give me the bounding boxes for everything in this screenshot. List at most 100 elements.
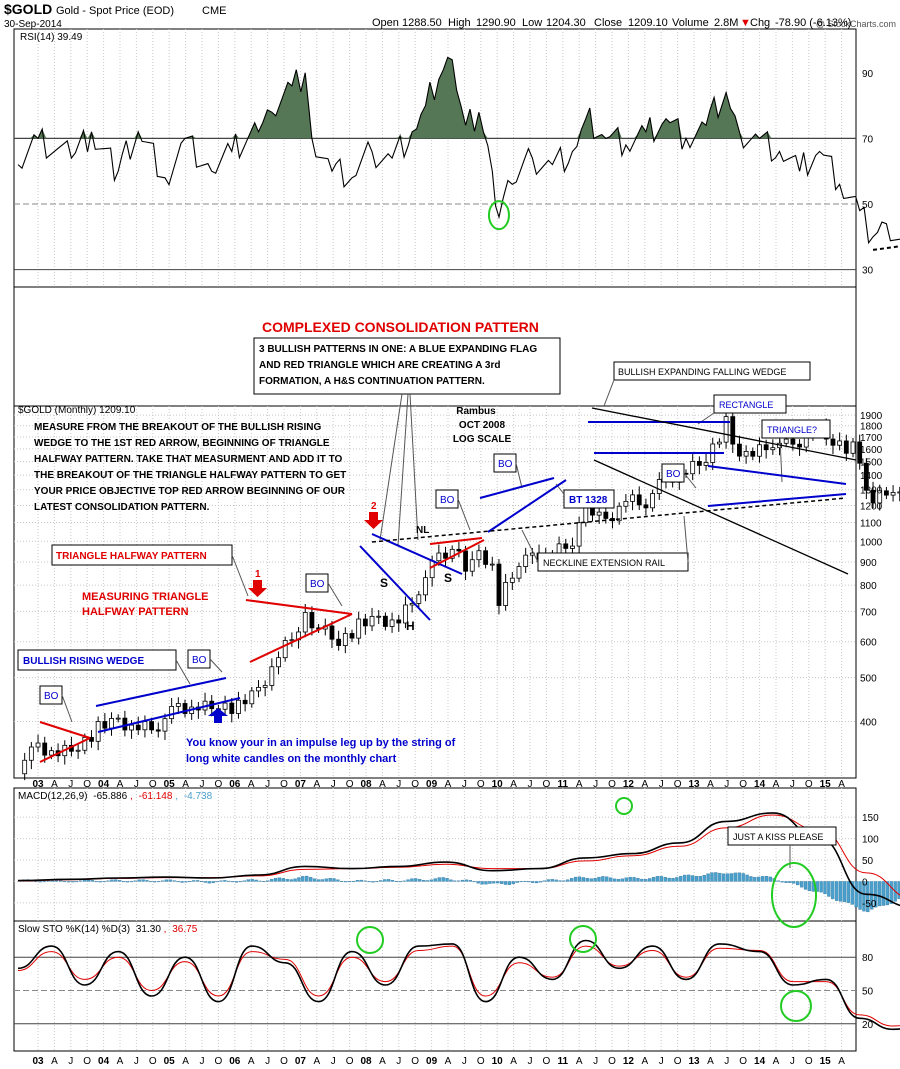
candle-body	[837, 440, 843, 446]
rsi-tick-label: 30	[862, 266, 874, 277]
macd-legend-signal: -61.148	[139, 791, 173, 802]
candle-body	[790, 438, 796, 445]
macd-hist-bar	[390, 879, 395, 882]
candle-body	[349, 633, 355, 639]
macd-hist-bar	[612, 878, 617, 882]
time-tick-label-bottom: 11	[558, 1056, 569, 1067]
macd-legend-hist: -4.738	[184, 791, 213, 802]
macd-hist-bar	[184, 881, 188, 883]
time-tick-label-bottom: A	[641, 1056, 648, 1067]
candle-body	[162, 718, 168, 732]
macd-hist-bar	[745, 874, 749, 882]
box-kiss	[727, 826, 837, 846]
macd-hist-bar	[153, 881, 157, 883]
label-triangle-q: TRIANGLE?	[767, 425, 817, 435]
price-tick-label: 1600	[860, 445, 883, 456]
macd-hist-bar	[402, 880, 406, 882]
macd-hist-bar	[199, 881, 204, 882]
bo-label-2: BO	[192, 655, 207, 666]
rsi-tick-label: 50	[862, 200, 874, 211]
macd-hist-bar	[129, 881, 134, 883]
macd-hist-bar	[359, 879, 363, 882]
time-tick-label: A	[707, 779, 714, 790]
macd-hist-bar	[784, 881, 788, 883]
candle-body	[449, 548, 455, 559]
macd-hist-bar	[780, 881, 784, 883]
macd-hist-bar	[460, 879, 465, 882]
candle-body	[603, 511, 609, 519]
green-circle-sto-3	[780, 990, 812, 1022]
time-tick-label-bottom: A	[838, 1056, 845, 1067]
pointer-neckline-b	[683, 515, 689, 563]
macd-hist-bar	[503, 881, 508, 885]
macd-hist-bar	[133, 880, 137, 882]
macd-hist-bar	[386, 879, 391, 882]
time-tick-label: J	[134, 779, 139, 790]
macd-hist-bar	[406, 879, 410, 882]
macd-hist-bar	[468, 880, 473, 882]
time-tick-label: O	[543, 779, 551, 790]
candle-body	[236, 699, 241, 714]
candle-body	[109, 718, 114, 729]
macd-hist-bar	[160, 880, 165, 882]
macd-hist-bar	[722, 873, 726, 882]
axis-layer: 0303AAJJOO0404AAJJOO0505AAJJOO0606AAJJOO…	[32, 69, 882, 1067]
macd-hist-bar	[157, 881, 161, 883]
macd-hist-bar	[308, 877, 313, 882]
macd-hist-bar	[546, 879, 550, 882]
candle-body	[503, 581, 509, 606]
macd-hist-bar	[523, 881, 527, 882]
macd-hist-bar	[207, 881, 211, 884]
macd-line	[17, 812, 900, 907]
measure-line-3: HALFWAY PATTERN. TAKE THAT MEASURMENT AN…	[34, 454, 343, 465]
pointer-1	[379, 393, 403, 541]
time-tick-label-bottom: J	[68, 1056, 73, 1067]
price-tick-label: 900	[860, 558, 877, 569]
macd-hist-bar	[172, 880, 176, 882]
macd-hist-bar	[305, 875, 309, 882]
candle-body	[423, 577, 428, 596]
measure-line-6: LATEST CONSOLIDATION PATTERN.	[34, 502, 210, 513]
bo-pointer-5	[515, 462, 523, 489]
time-tick-label-bottom: J	[134, 1056, 139, 1067]
box-rectangle	[713, 394, 787, 414]
time-tick-label-bottom: O	[149, 1056, 157, 1067]
price-tick-label: 1100	[860, 519, 882, 530]
pointer-3	[409, 393, 419, 541]
macd-layer	[17, 812, 900, 913]
candle-body	[696, 461, 702, 466]
time-tick-label-bottom: A	[313, 1056, 320, 1067]
macd-hist-bar	[324, 878, 328, 882]
time-tick-label: J	[593, 779, 598, 790]
time-tick-label: J	[528, 779, 533, 790]
candle-body	[42, 742, 48, 756]
green-circle-macd-top	[615, 797, 633, 815]
open-label: Open	[372, 17, 399, 29]
candle-body	[770, 447, 776, 451]
candle-body	[389, 619, 395, 627]
box-expanding-wedge	[613, 361, 811, 381]
impulse-line-1: You know your in an impulse leg up by th…	[186, 737, 456, 749]
candle-body	[269, 666, 275, 686]
macd-hist-bar	[842, 881, 847, 902]
blue-wedge-2-top	[479, 477, 555, 499]
macd-hist-bar	[441, 877, 445, 882]
macd-hist-bar	[38, 881, 42, 883]
time-tick-label-bottom: 07	[295, 1056, 307, 1067]
macd-hist-bar	[266, 880, 270, 882]
candle-body	[656, 479, 662, 494]
macd-hist-bar	[655, 876, 660, 882]
time-tick-label: J	[200, 779, 205, 790]
blue-flag-left	[359, 545, 431, 621]
bo-pointer-4	[457, 498, 471, 531]
candle-body	[616, 505, 622, 522]
bo-label-1: BO	[44, 691, 59, 702]
label-rising-wedge: BULLISH RISING WEDGE	[23, 656, 144, 667]
macd-hist-bar	[803, 881, 808, 890]
candle-body	[476, 550, 482, 561]
time-tick-label: O	[215, 779, 223, 790]
macd-hist-bar	[242, 880, 247, 882]
macd-hist-bar	[550, 879, 554, 882]
macd-hist-bar	[176, 881, 180, 883]
time-tick-label: 11	[558, 779, 569, 790]
